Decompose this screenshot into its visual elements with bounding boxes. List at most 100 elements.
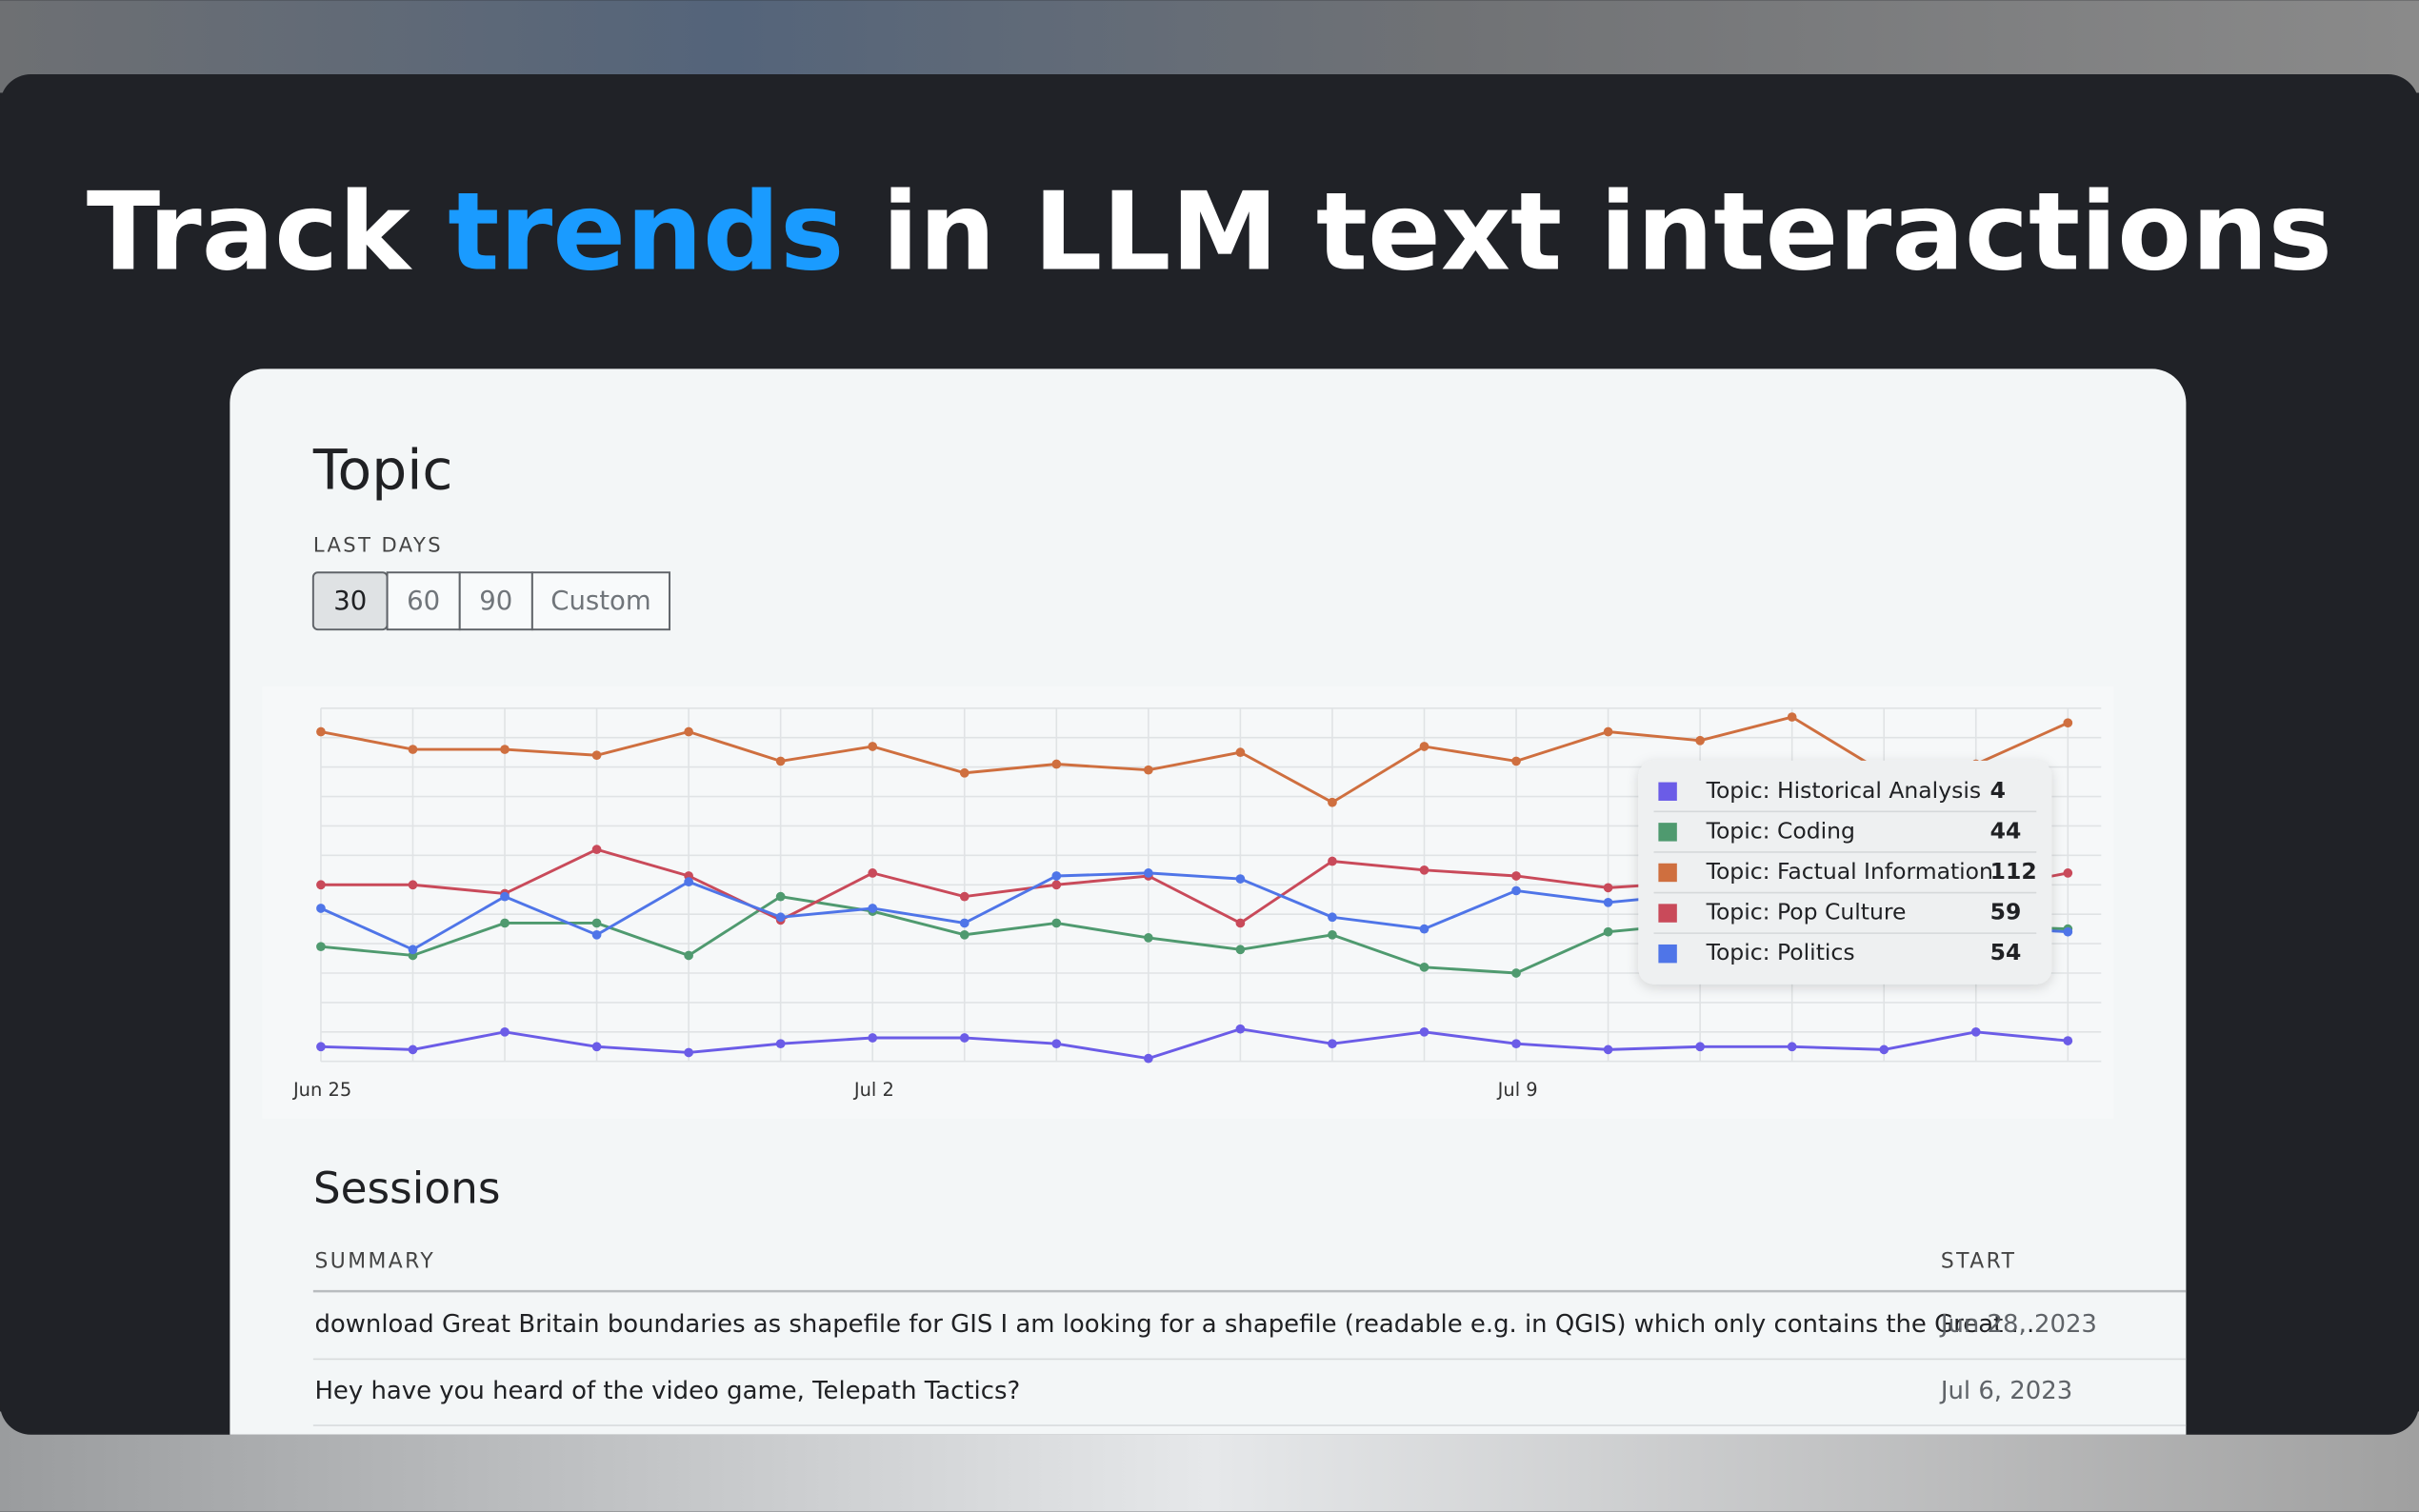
data-point <box>1879 1044 1889 1055</box>
range-button-label[interactable]: 30 <box>333 586 367 616</box>
session-summary[interactable]: Hey have you heard of the video game, Te… <box>314 1377 1020 1405</box>
data-point <box>500 891 510 902</box>
legend-swatch <box>1658 944 1677 964</box>
headline-highlight: trends <box>448 169 844 295</box>
data-point <box>408 745 418 754</box>
data-point <box>1051 759 1062 769</box>
data-point <box>591 1042 602 1052</box>
data-point <box>775 891 786 902</box>
series-line <box>320 715 2069 805</box>
range-buttons: 30 60 90 Custom <box>311 571 671 631</box>
data-point <box>868 1033 878 1043</box>
range-button[interactable] <box>386 571 461 631</box>
column-header: SUMMARY <box>314 1249 435 1273</box>
data-point <box>2063 926 2073 937</box>
tooltip-box <box>1638 760 2052 985</box>
data-point <box>1511 885 1521 896</box>
headline: Track trends in LLM text interactions <box>87 169 2332 295</box>
legend-swatch <box>1658 823 1677 842</box>
data-point <box>408 880 418 890</box>
data-point <box>1603 926 1613 937</box>
data-point <box>1695 735 1705 746</box>
data-point <box>868 742 878 751</box>
range-button-label[interactable]: 90 <box>479 586 512 616</box>
tooltip-value: 112 <box>1990 858 2037 885</box>
data-point <box>868 904 878 913</box>
data-point <box>775 912 786 923</box>
data-point <box>591 750 602 761</box>
range-button[interactable] <box>530 571 671 631</box>
data-point <box>1328 912 1337 923</box>
data-point <box>316 880 326 890</box>
data-point <box>1695 1042 1705 1052</box>
data-point <box>1787 1042 1797 1052</box>
data-point <box>591 918 602 928</box>
data-point <box>868 868 878 878</box>
data-point <box>959 767 970 778</box>
legend-label: Topic: Historical Analysis <box>1706 777 1981 804</box>
data-point <box>1328 797 1337 807</box>
data-point <box>1603 1044 1613 1055</box>
tooltip: Topic: Historical Analysis 4 Topic: Coding… <box>1638 760 2052 985</box>
range-label: LAST DAYS <box>313 533 443 557</box>
data-point <box>1419 924 1429 934</box>
session-summary[interactable]: download Great Britain boundaries as sha… <box>314 1310 2034 1339</box>
section-title: Sessions <box>313 1163 501 1213</box>
data-point <box>408 945 418 955</box>
data-point <box>1419 865 1429 875</box>
tooltip-value: 54 <box>1990 939 2022 965</box>
data-point <box>500 918 510 928</box>
data-point <box>959 1033 970 1043</box>
legend-label: Topic: Politics <box>1706 939 1855 965</box>
session-start[interactable]: Jun 28, 2023 <box>1939 1310 2097 1339</box>
card-group: Topic LAST DAYS 30 60 90 Custom Jun 25 Jul 2… <box>230 368 2187 1435</box>
legend-swatch <box>1658 863 1677 883</box>
data-point <box>1328 1039 1337 1049</box>
legend-swatch <box>1658 782 1677 801</box>
data-point <box>1511 871 1521 881</box>
range-button-label[interactable]: Custom <box>550 586 650 616</box>
data-point <box>1051 871 1062 881</box>
range-button-label[interactable]: 60 <box>407 586 440 616</box>
headline-part: Track <box>87 169 448 295</box>
series-line <box>320 1027 2069 1061</box>
data-point <box>1603 897 1613 907</box>
data-point <box>1603 883 1613 893</box>
legend-label: Topic: Factual Information <box>1706 858 1993 885</box>
data-point <box>1970 1026 1981 1037</box>
headline-part: in LLM text interactions <box>845 169 2333 295</box>
data-point <box>2063 718 2073 728</box>
data-point <box>2063 1036 2073 1045</box>
data-point <box>1511 756 1521 766</box>
data-point <box>316 942 326 952</box>
x-tick-label: Jun 25 <box>292 1079 351 1101</box>
legend-label: Topic: Pop Culture <box>1706 899 1907 925</box>
data-point <box>1419 962 1429 972</box>
data-point <box>1235 945 1246 955</box>
data-point <box>500 1026 510 1037</box>
section-title: Topic <box>312 438 453 503</box>
data-point <box>1511 1039 1521 1049</box>
data-point <box>1419 742 1429 751</box>
data-point <box>316 726 326 737</box>
data-point <box>1143 933 1153 943</box>
data-point <box>316 1042 326 1052</box>
x-tick-label: Jul 9 <box>1497 1079 1538 1101</box>
data-point <box>775 1039 786 1049</box>
data-point <box>500 745 510 754</box>
data-point <box>1235 874 1246 884</box>
chart: Jun 25 Jul 2 Jul 9 Topic: Historical Analys… <box>292 706 2102 1101</box>
data-point <box>1051 1039 1062 1049</box>
data-point <box>775 756 786 766</box>
data-point <box>1143 765 1153 775</box>
session-start[interactable]: Jul 6, 2023 <box>1939 1377 2072 1405</box>
data-point <box>1235 747 1246 758</box>
data-point <box>1328 929 1337 940</box>
data-point <box>684 877 693 887</box>
data-point <box>408 1044 418 1055</box>
data-point <box>1143 868 1153 878</box>
tooltip-value: 59 <box>1990 899 2022 925</box>
legend-swatch <box>1658 904 1677 923</box>
